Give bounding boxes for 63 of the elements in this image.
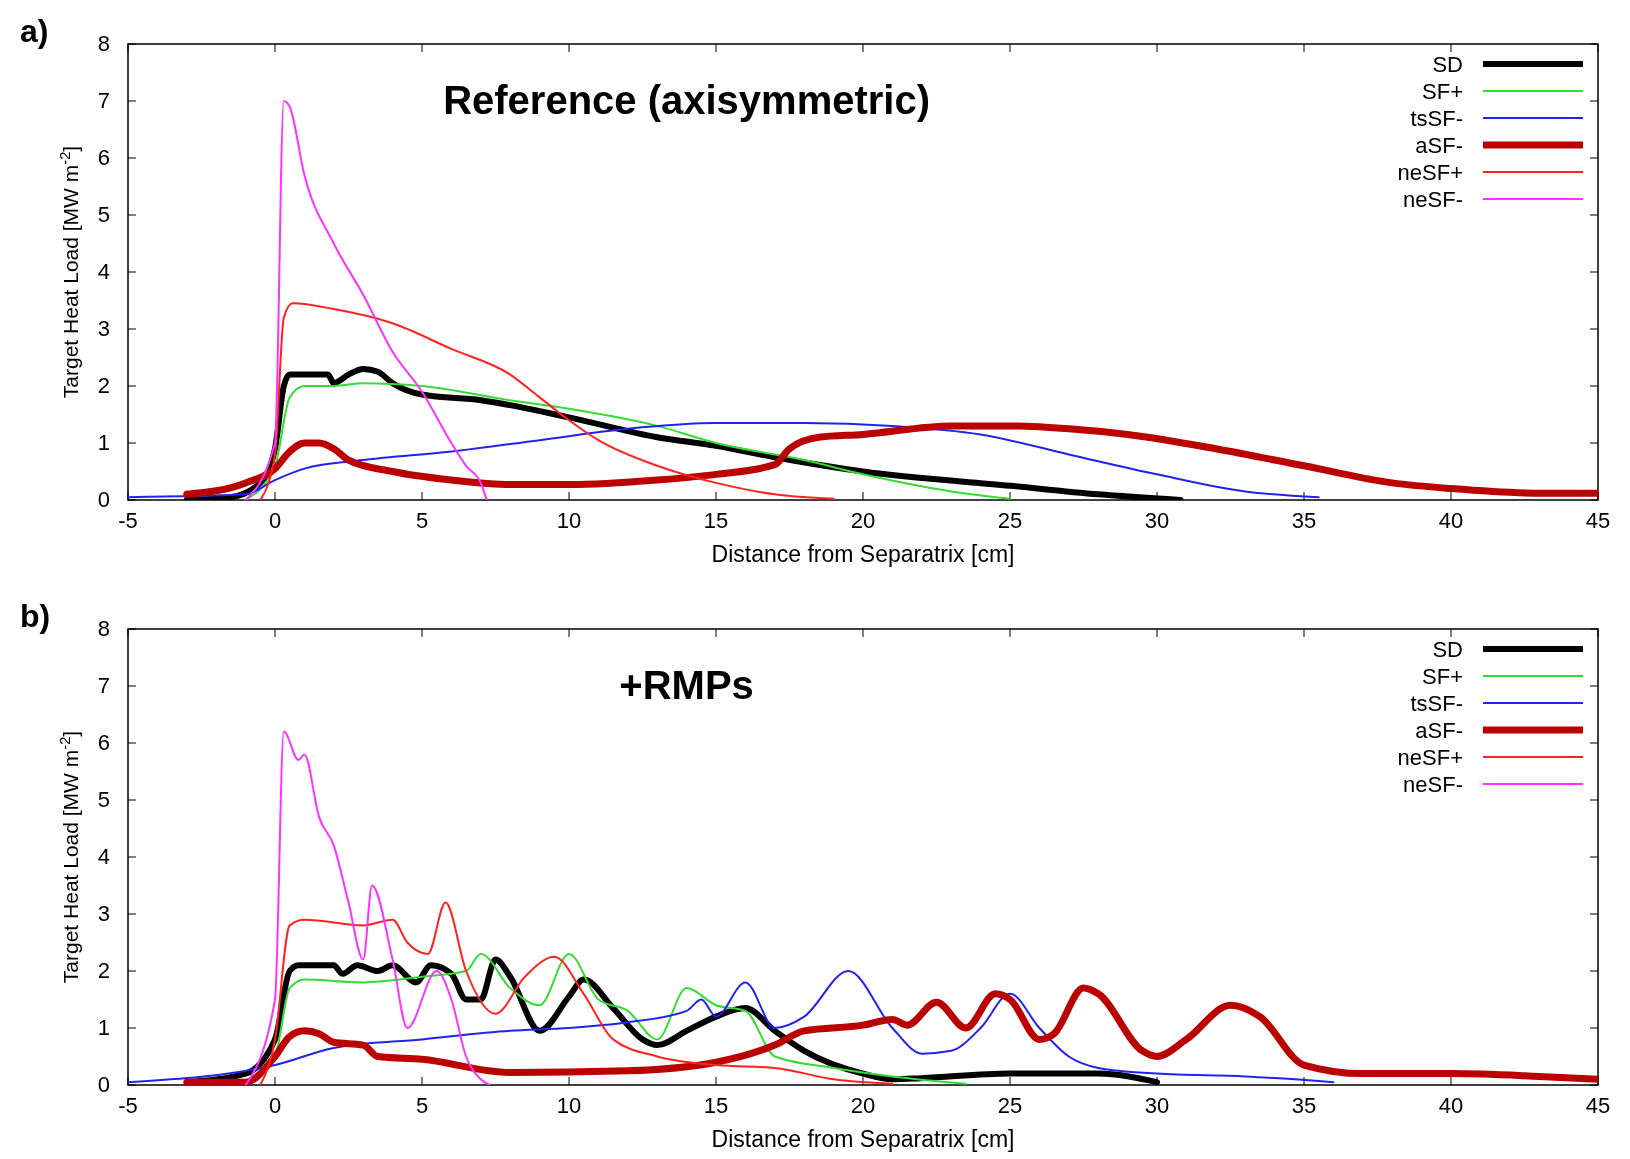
x-tick-label: -5 — [118, 1093, 138, 1118]
y-tick-label: 0 — [97, 487, 110, 512]
x-tick-label: 10 — [556, 1093, 582, 1118]
legend-label: aSF- — [1415, 718, 1463, 743]
legend-label: SD — [1432, 52, 1463, 77]
line-series — [259, 901, 894, 1085]
x-tick-label: 0 — [268, 1093, 282, 1118]
legend-label: SF+ — [1422, 79, 1463, 104]
x-tick-label: 20 — [850, 1093, 876, 1118]
x-tick-label: 5 — [415, 1093, 429, 1118]
x-tick-label: 45 — [1585, 508, 1611, 533]
x-tick-label: 20 — [850, 508, 876, 533]
text: b) — [20, 598, 51, 634]
x-tick-label: 5 — [415, 508, 429, 533]
x-tick-label: 10 — [556, 508, 582, 533]
x-tick-label: 15 — [703, 508, 729, 533]
x-tick-label: 40 — [1438, 1093, 1464, 1118]
y-tick-label: 5 — [97, 202, 110, 227]
legend-label: SF+ — [1422, 664, 1463, 689]
x-tick-label: 40 — [1438, 508, 1464, 533]
legend-label: neSF+ — [1397, 160, 1463, 185]
legend-label: tsSF- — [1410, 106, 1463, 131]
x-tick-label: 0 — [268, 508, 282, 533]
y-tick-label: 2 — [97, 958, 110, 983]
legend-label: neSF- — [1403, 772, 1463, 797]
x-tick-label: 35 — [1291, 508, 1317, 533]
y-tick-label: 4 — [97, 844, 110, 869]
y-tick-label: 8 — [97, 31, 110, 56]
x-axis-title: Distance from Separatrix [cm] — [711, 541, 1015, 567]
x-tick-label: 35 — [1291, 1093, 1317, 1118]
legend-label: aSF- — [1415, 133, 1463, 158]
legend-label: neSF- — [1403, 187, 1463, 212]
y-tick-label: 2 — [97, 373, 110, 398]
text: a) — [20, 13, 49, 49]
x-tick-label: 25 — [997, 508, 1023, 533]
line-series — [244, 730, 491, 1085]
line-series — [259, 302, 835, 500]
y-tick-label: 5 — [97, 787, 110, 812]
y-tick-label: 7 — [97, 88, 110, 113]
x-tick-label: 25 — [997, 1093, 1023, 1118]
legend-label: SD — [1432, 637, 1463, 662]
text: Reference (axisymmetric) — [443, 78, 931, 122]
x-tick-label: 30 — [1144, 508, 1170, 533]
legend-label: tsSF- — [1410, 691, 1463, 716]
y-tick-label: 3 — [97, 901, 110, 926]
x-tick-label: 45 — [1585, 1093, 1611, 1118]
y-tick-label: 7 — [97, 673, 110, 698]
y-tick-label: 6 — [97, 145, 110, 170]
y-tick-label: 1 — [97, 430, 110, 455]
line-series — [128, 970, 1335, 1084]
line-series — [128, 422, 1320, 499]
text: +RMPs — [619, 663, 754, 707]
x-tick-label: -5 — [118, 508, 138, 533]
y-tick-label: 8 — [97, 616, 110, 641]
x-axis-title: Distance from Separatrix [cm] — [711, 1126, 1015, 1152]
y-tick-label: 3 — [97, 316, 110, 341]
legend-label: neSF+ — [1397, 745, 1463, 770]
y-tick-label: 6 — [97, 730, 110, 755]
y-tick-label: 4 — [97, 259, 110, 284]
x-tick-label: 30 — [1144, 1093, 1170, 1118]
x-tick-label: 15 — [703, 1093, 729, 1118]
y-tick-label: 0 — [97, 1072, 110, 1097]
y-tick-label: 1 — [97, 1015, 110, 1040]
